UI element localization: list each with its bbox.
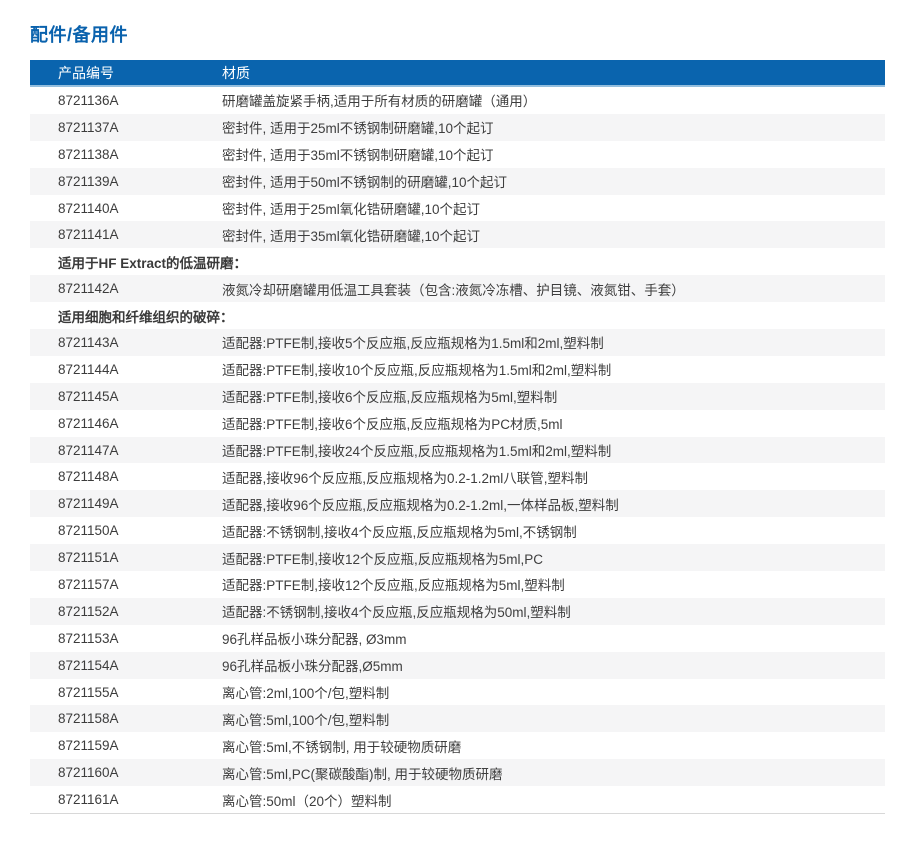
- product-code-cell: 8721160A: [58, 765, 119, 781]
- product-code-cell: 8721146A: [58, 415, 119, 431]
- material-cell: 密封件, 适用于35ml氧化锆研磨罐,10个起订: [222, 228, 481, 244]
- material-cell: 96孔样品板小珠分配器, Ø3mm: [222, 632, 407, 648]
- product-code-cell: 8721139A: [58, 173, 119, 189]
- table-row: 8721142A 液氮冷却研磨罐用低温工具套装（包含:液氮冷冻槽、护目镜、液氮钳…: [30, 275, 885, 303]
- material-cell: 密封件, 适用于25ml不锈钢制研磨罐,10个起订: [222, 121, 494, 137]
- table-row: 8721136A 研磨罐盖旋紧手柄,适用于所有材质的研磨罐（通用）: [30, 87, 885, 114]
- material-cell: 密封件, 适用于25ml氧化锆研磨罐,10个起订: [222, 202, 481, 217]
- material-cell: 密封件, 适用于50ml不锈钢制的研磨罐,10个起订: [222, 175, 508, 191]
- table-row: 8721155A 离心管:2ml,100个/包,塑料制: [30, 678, 885, 706]
- table-row: 8721143A 适配器:PTFE制,接收5个反应瓶,反应瓶规格为1.5ml和2…: [30, 329, 885, 356]
- material-cell: 96孔样品板小珠分配器,Ø5mm: [222, 659, 403, 675]
- section-row: 适用细胞和纤维组织的破碎：: [30, 302, 885, 330]
- material-cell: 适配器,接收96个反应瓶,反应瓶规格为0.2-1.2ml八联管,塑料制: [222, 470, 589, 486]
- table-header-row: 产品编号 材质: [30, 60, 885, 87]
- table-row: 8721147A 适配器:PTFE制,接收24个反应瓶,反应瓶规格为1.5ml和…: [30, 436, 885, 464]
- product-code-cell: 8721149A: [58, 496, 119, 512]
- material-cell: 适配器:PTFE制,接收10个反应瓶,反应瓶规格为1.5ml和2ml,塑料制: [222, 363, 612, 379]
- table-row: 8721137A 密封件, 适用于25ml不锈钢制研磨罐,10个起订: [30, 113, 885, 141]
- section-label: 适用细胞和纤维组织的破碎：: [58, 309, 234, 325]
- table-row: 8721159A 离心管:5ml,不锈钢制, 用于较硬物质研磨: [30, 732, 885, 760]
- material-cell: 适配器,接收96个反应瓶,反应瓶规格为0.2-1.2ml,一体样品板,塑料制: [222, 497, 619, 513]
- table-row: 8721161A 离心管:50ml（20个）塑料制: [30, 786, 885, 814]
- material-cell: 适配器:PTFE制,接收12个反应瓶,反应瓶规格为5ml,PC: [222, 551, 544, 567]
- product-code-cell: 8721154A: [58, 657, 119, 673]
- table-row: 8721158A 离心管:5ml,100个/包,塑料制: [30, 705, 885, 733]
- page-title: 配件/备用件: [30, 25, 129, 45]
- table-row: 8721150A 适配器:不锈钢制,接收4个反应瓶,反应瓶规格为5ml,不锈钢制: [30, 517, 885, 545]
- table-row: 8721149A 适配器,接收96个反应瓶,反应瓶规格为0.2-1.2ml,一体…: [30, 490, 885, 518]
- material-cell: 适配器:不锈钢制,接收4个反应瓶,反应瓶规格为50ml,塑料制: [222, 605, 571, 621]
- material-cell: 适配器:PTFE制,接收6个反应瓶,反应瓶规格为5ml,塑料制: [222, 390, 558, 406]
- table-body: 8721136A 研磨罐盖旋紧手柄,适用于所有材质的研磨罐（通用） 872113…: [30, 87, 885, 814]
- table-row: 8721152A 适配器:不锈钢制,接收4个反应瓶,反应瓶规格为50ml,塑料制: [30, 597, 885, 625]
- table-row: 8721148A 适配器,接收96个反应瓶,反应瓶规格为0.2-1.2ml八联管…: [30, 463, 885, 491]
- material-cell: 适配器:PTFE制,接收6个反应瓶,反应瓶规格为PC材质,5ml: [222, 417, 563, 433]
- parts-table: 产品编号 材质 8721136A 研磨罐盖旋紧手柄,适用于所有材质的研磨罐（通用…: [30, 60, 885, 815]
- product-code-cell: 8721147A: [58, 442, 119, 458]
- material-cell: 适配器:PTFE制,接收24个反应瓶,反应瓶规格为1.5ml和2ml,塑料制: [222, 444, 612, 460]
- product-code-cell: 8721159A: [58, 738, 119, 754]
- material-cell: 密封件, 适用于35ml不锈钢制研磨罐,10个起订: [222, 148, 494, 164]
- column-header-material: 材质: [222, 64, 250, 81]
- product-code-cell: 8721161A: [58, 792, 119, 808]
- material-cell: 离心管:5ml,PC(聚碳酸酯)制, 用于较硬物质研磨: [222, 766, 503, 782]
- material-cell: 离心管:5ml,100个/包,塑料制: [222, 712, 390, 728]
- product-code-cell: 8721141A: [58, 227, 119, 243]
- product-code-cell: 8721151A: [58, 550, 119, 566]
- material-cell: 适配器:不锈钢制,接收4个反应瓶,反应瓶规格为5ml,不锈钢制: [222, 524, 577, 540]
- column-header-product-code: 产品编号: [58, 64, 114, 81]
- table-row: 8721140A 密封件, 适用于25ml氧化锆研磨罐,10个起订: [30, 194, 885, 222]
- product-code-cell: 8721148A: [58, 469, 119, 485]
- table-row: 8721151A 适配器:PTFE制,接收12个反应瓶,反应瓶规格为5ml,PC: [30, 544, 885, 572]
- material-cell: 离心管:2ml,100个/包,塑料制: [222, 686, 390, 702]
- product-code-cell: 8721155A: [58, 684, 119, 700]
- section-label: 适用于HF Extract的低温研磨：: [58, 255, 248, 271]
- table-row: 8721144A 适配器:PTFE制,接收10个反应瓶,反应瓶规格为1.5ml和…: [30, 355, 885, 383]
- product-code-cell: 8721137A: [58, 119, 119, 135]
- section-row: 适用于HF Extract的低温研磨：: [30, 248, 885, 276]
- table-row: 8721160A 离心管:5ml,PC(聚碳酸酯)制, 用于较硬物质研磨: [30, 759, 885, 787]
- table-row: 8721154A 96孔样品板小珠分配器,Ø5mm: [30, 651, 885, 679]
- table-row: 8721141A 密封件, 适用于35ml氧化锆研磨罐,10个起订: [30, 221, 885, 249]
- product-code-cell: 8721153A: [58, 630, 119, 646]
- product-code-cell: 8721158A: [58, 711, 119, 727]
- product-code-cell: 8721142A: [58, 281, 119, 297]
- material-cell: 液氮冷却研磨罐用低温工具套装（包含:液氮冷冻槽、护目镜、液氮钳、手套）: [222, 282, 685, 298]
- table-row: 8721146A 适配器:PTFE制,接收6个反应瓶,反应瓶规格为PC材质,5m…: [30, 409, 885, 437]
- material-cell: 研磨罐盖旋紧手柄,适用于所有材质的研磨罐（通用）: [222, 94, 537, 110]
- product-code-cell: 8721157A: [58, 576, 119, 592]
- table-row: 8721157A 适配器:PTFE制,接收12个反应瓶,反应瓶规格为5ml,塑料…: [30, 571, 885, 598]
- product-code-cell: 8721144A: [58, 361, 119, 377]
- table-row: 8721145A 适配器:PTFE制,接收6个反应瓶,反应瓶规格为5ml,塑料制: [30, 382, 885, 410]
- material-cell: 适配器:PTFE制,接收5个反应瓶,反应瓶规格为1.5ml和2ml,塑料制: [222, 336, 604, 352]
- product-code-cell: 8721150A: [58, 523, 119, 539]
- product-code-cell: 8721140A: [58, 200, 119, 216]
- product-code-cell: 8721136A: [58, 92, 119, 108]
- product-code-cell: 8721138A: [58, 146, 119, 162]
- product-code-cell: 8721145A: [58, 388, 119, 404]
- table-row: 8721153A 96孔样品板小珠分配器, Ø3mm: [30, 624, 885, 652]
- material-cell: 适配器:PTFE制,接收12个反应瓶,反应瓶规格为5ml,塑料制: [222, 578, 565, 594]
- table-row: 8721138A 密封件, 适用于35ml不锈钢制研磨罐,10个起订: [30, 140, 885, 168]
- table-row: 8721139A 密封件, 适用于50ml不锈钢制的研磨罐,10个起订: [30, 167, 885, 195]
- product-code-cell: 8721143A: [58, 334, 119, 350]
- material-cell: 离心管:50ml（20个）塑料制: [222, 793, 392, 809]
- material-cell: 离心管:5ml,不锈钢制, 用于较硬物质研磨: [222, 739, 462, 755]
- product-code-cell: 8721152A: [58, 603, 119, 619]
